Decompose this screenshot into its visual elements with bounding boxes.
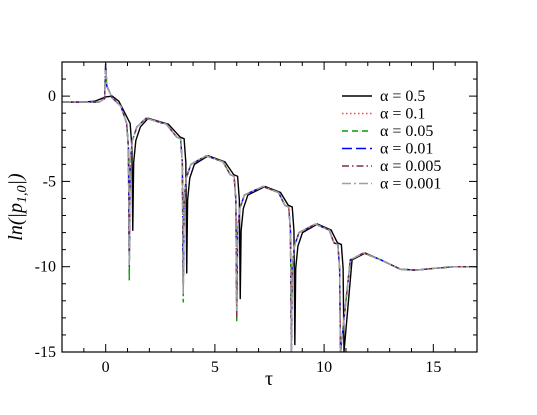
y-axis-label: ln(|p1,0|) bbox=[5, 173, 30, 241]
y-tick-label: -10 bbox=[35, 259, 56, 276]
y-tick-label: -15 bbox=[35, 344, 56, 361]
tick-layer: 0 5 10 15 0 -5 -10 -15 bbox=[35, 61, 478, 376]
plot-frame bbox=[61, 61, 478, 353]
series-layer bbox=[62, 63, 477, 352]
legend-entry: α = 0.01 bbox=[380, 141, 433, 158]
x-tick-label: 15 bbox=[425, 359, 441, 376]
legend-box bbox=[337, 86, 465, 190]
y-tick-label: 0 bbox=[48, 88, 56, 105]
y-tick-label: -5 bbox=[43, 173, 56, 190]
legend-entry: α = 0.05 bbox=[380, 123, 433, 140]
x-axis-label: τ bbox=[265, 368, 273, 390]
y-axis-label-sub: 1,0 bbox=[15, 185, 30, 203]
legend-entry: α = 0.001 bbox=[380, 176, 441, 193]
x-tick-label: 0 bbox=[102, 359, 110, 376]
legend-entry: α = 0.1 bbox=[380, 106, 425, 123]
series-line bbox=[62, 95, 477, 352]
legend: α = 0.5α = 0.1α = 0.05α = 0.01α = 0.005α… bbox=[337, 86, 465, 193]
series-line bbox=[62, 63, 477, 352]
x-tick-label: 10 bbox=[316, 359, 332, 376]
y-axis-label-main: ln(|p bbox=[5, 203, 27, 241]
legend-entry: α = 0.005 bbox=[380, 158, 441, 175]
y-axis-label-close: |) bbox=[5, 173, 27, 185]
legend-entry: α = 0.5 bbox=[380, 88, 425, 105]
x-tick-label: 5 bbox=[211, 359, 219, 376]
